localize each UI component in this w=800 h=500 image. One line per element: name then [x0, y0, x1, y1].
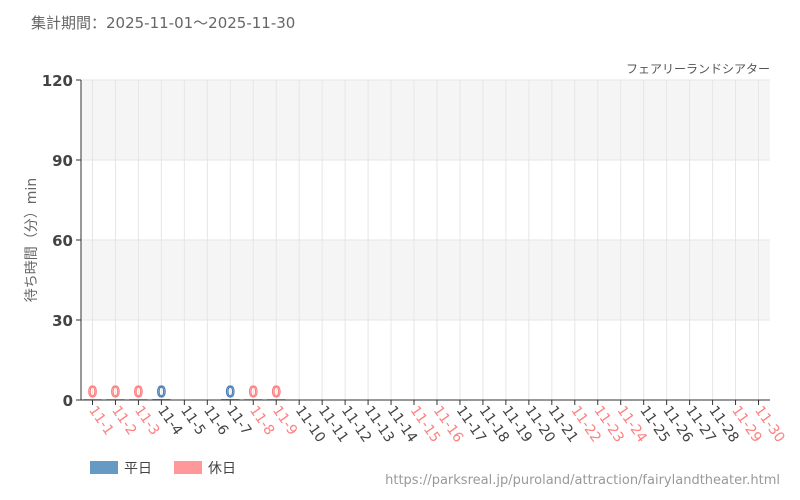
legend-swatch-holiday — [174, 461, 202, 474]
y-tick-label: 90 — [52, 152, 73, 170]
legend-swatch-weekday — [90, 461, 118, 474]
x-tick-label: 11-7 — [223, 403, 254, 438]
x-tick-label: 11-5 — [177, 403, 208, 438]
period-label: 集計期間：2025-11-01～2025-11-30 — [31, 14, 296, 32]
grid-band — [81, 240, 770, 320]
y-tick-label: 30 — [52, 312, 73, 330]
data-label: 0 — [248, 383, 258, 401]
y-tick-label: 0 — [63, 392, 73, 410]
y-tick-label: 60 — [52, 232, 73, 250]
grid-band — [81, 80, 770, 160]
x-tick-label: 11-8 — [246, 403, 277, 438]
data-label: 0 — [157, 383, 167, 401]
data-label: 0 — [271, 383, 281, 401]
data-label: 0 — [111, 383, 121, 401]
y-axis-title: 待ち時間（分）min — [24, 178, 40, 302]
x-tick-label: 11-6 — [200, 403, 231, 438]
data-label: 0 — [226, 383, 236, 401]
attraction-name: フェアリーランドシアター — [625, 62, 770, 76]
y-tick-label: 120 — [42, 72, 73, 90]
legend-holiday[interactable]: 休日 — [174, 458, 236, 478]
legend-weekday[interactable]: 平日 — [90, 458, 152, 478]
x-tick-label: 11-1 — [85, 403, 116, 438]
legend: 平日 休日 — [90, 458, 236, 478]
x-tick-label: 11-4 — [154, 403, 185, 438]
x-tick-label: 11-9 — [269, 403, 300, 438]
x-tick-label: 11-3 — [131, 403, 162, 438]
data-label: 0 — [88, 383, 98, 401]
legend-label-weekday: 平日 — [124, 461, 152, 477]
legend-label-holiday: 休日 — [208, 461, 236, 477]
source-url[interactable]: https://parksreal.jp/puroland/attraction… — [385, 473, 780, 488]
x-tick-label: 11-2 — [108, 403, 139, 438]
data-label: 0 — [134, 383, 144, 401]
